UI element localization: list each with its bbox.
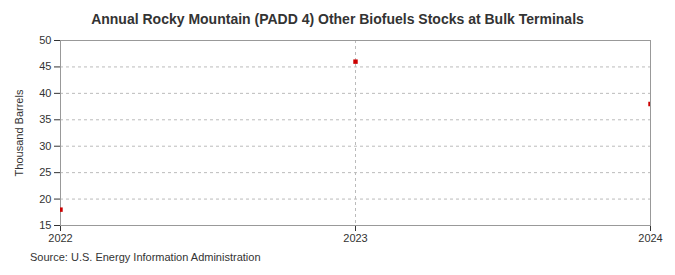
svg-text:35: 35 <box>39 113 51 125</box>
svg-text:40: 40 <box>39 87 51 99</box>
svg-text:2023: 2023 <box>343 232 367 244</box>
svg-text:30: 30 <box>39 140 51 152</box>
svg-text:Thousand Barrels: Thousand Barrels <box>13 89 25 176</box>
svg-text:2022: 2022 <box>48 232 72 244</box>
html-text:Source: U.S. Energy Informatio: Source: U.S. Energy Information Administ… <box>30 251 261 263</box>
svg-text:15: 15 <box>39 219 51 231</box>
svg-text:20: 20 <box>39 193 51 205</box>
svg-text:45: 45 <box>39 60 51 72</box>
svg-text:2024: 2024 <box>638 232 662 244</box>
html-text:Annual Rocky Mountain (PADD 4): Annual Rocky Mountain (PADD 4) Other Bio… <box>91 11 584 27</box>
svg-text:50: 50 <box>39 34 51 46</box>
svg-text:25: 25 <box>39 166 51 178</box>
